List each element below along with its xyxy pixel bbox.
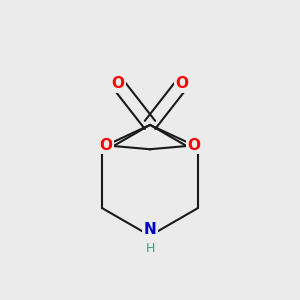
- Text: O: O: [176, 76, 188, 92]
- Text: H: H: [145, 242, 155, 255]
- Text: O: O: [100, 138, 112, 153]
- Text: N: N: [144, 222, 156, 237]
- Text: O: O: [112, 76, 124, 92]
- Text: O: O: [188, 138, 200, 153]
